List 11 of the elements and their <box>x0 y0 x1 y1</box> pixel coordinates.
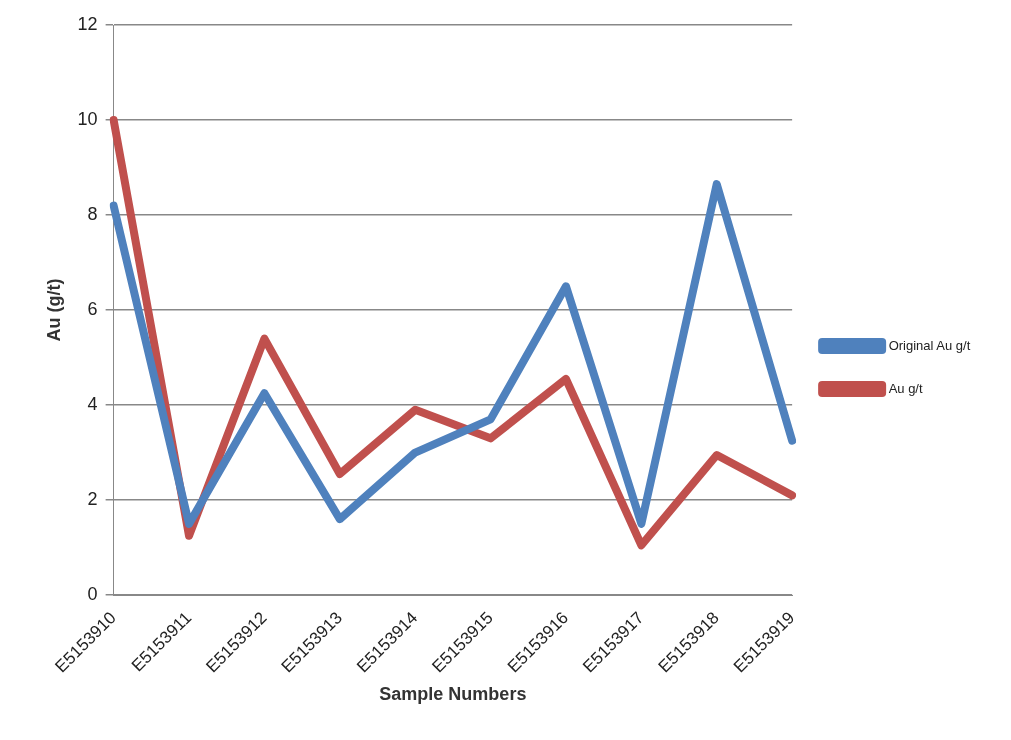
y-axis-title: Au (g/t) <box>43 278 64 342</box>
legend-label: Au g/t <box>888 380 923 396</box>
x-axis-title: Sample Numbers <box>379 684 527 705</box>
y-tick-label: 12 <box>77 13 98 34</box>
y-tick-label: 8 <box>87 204 98 225</box>
y-tick-label: 2 <box>87 489 98 510</box>
y-tick-label: 4 <box>87 394 98 415</box>
y-tick-label: 6 <box>87 299 98 320</box>
legend-label: Original Au g/t <box>888 337 971 353</box>
y-tick-label: 0 <box>87 584 98 605</box>
y-tick-label: 10 <box>77 109 98 129</box>
